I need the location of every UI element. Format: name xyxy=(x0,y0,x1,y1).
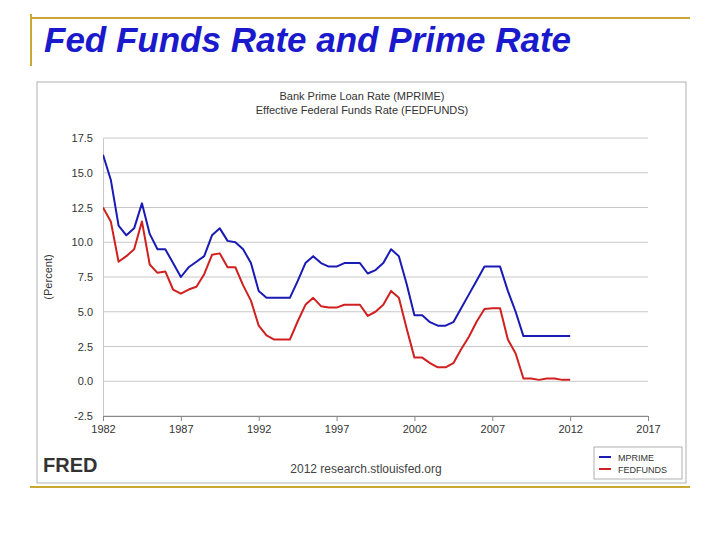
y-tick: 15.0 xyxy=(72,167,103,179)
series-line xyxy=(103,208,570,380)
grid-line xyxy=(103,277,648,278)
y-tick-label: 0.0 xyxy=(78,375,93,387)
x-tick-label: 1982 xyxy=(91,423,115,435)
slide-rule-top xyxy=(30,17,690,19)
y-tick: 7.5 xyxy=(78,271,103,283)
x-tick: 2012 xyxy=(558,416,582,435)
slide-rule-left xyxy=(30,14,32,66)
y-tick: 0.0 xyxy=(78,375,103,387)
x-axis-line xyxy=(104,416,649,417)
y-tick: 5.0 xyxy=(78,306,103,318)
x-tick-label: 1997 xyxy=(325,423,349,435)
grid-line xyxy=(103,346,648,347)
y-tick: 17.5 xyxy=(72,132,103,144)
y-tick-label: 12.5 xyxy=(72,202,93,214)
y-axis-title: (Percent) xyxy=(42,254,54,299)
legend-swatch xyxy=(599,468,611,470)
y-tick: -2.5 xyxy=(74,410,103,422)
x-tick-label: 2017 xyxy=(636,423,660,435)
x-tick-mark xyxy=(492,416,493,421)
y-tick: 12.5 xyxy=(72,202,103,214)
fred-logo: FRED xyxy=(43,454,97,476)
x-tick-mark xyxy=(570,416,571,421)
x-tick-mark xyxy=(259,416,260,421)
x-tick-mark xyxy=(181,416,182,421)
y-tick-label: -2.5 xyxy=(74,410,93,422)
y-tick-label: 15.0 xyxy=(72,167,93,179)
subtitle: Effective Federal Funds Rate (FEDFUNDS) xyxy=(256,104,469,116)
x-tick-label: 1987 xyxy=(169,423,193,435)
grid-line xyxy=(103,172,648,173)
y-tick-label: 7.5 xyxy=(78,271,93,283)
grid xyxy=(103,138,648,416)
subtitle: Bank Prime Loan Rate (MPRIME) xyxy=(279,90,444,102)
x-tick: 1992 xyxy=(247,416,271,435)
x-tick: 1982 xyxy=(91,416,115,435)
x-tick-label: 1992 xyxy=(247,423,271,435)
x-tick-mark xyxy=(648,416,649,421)
y-tick-label: 2.5 xyxy=(78,341,93,353)
y-tick-label: 10.0 xyxy=(72,236,93,248)
x-tick: 2007 xyxy=(481,416,505,435)
x-axis: 1982 1987 1992 1997 2002 2007 2012 2017 xyxy=(91,416,660,435)
slide: Fed Funds Rate and Prime Rate Bank Prime … xyxy=(0,0,720,540)
y-axis-line xyxy=(103,139,104,417)
grid-line xyxy=(103,242,648,243)
grid-line xyxy=(103,416,648,417)
x-tick: 2002 xyxy=(403,416,427,435)
legend-label: MPRIME xyxy=(618,453,654,463)
x-tick-mark xyxy=(103,416,104,421)
x-tick-label: 2007 xyxy=(481,423,505,435)
chart-frame xyxy=(37,82,686,483)
x-tick-mark xyxy=(414,416,415,421)
x-tick: 1997 xyxy=(325,416,349,435)
legend-swatch xyxy=(599,456,611,458)
grid-line xyxy=(103,207,648,208)
y-tick-label: 5.0 xyxy=(78,306,93,318)
x-tick-label: 2002 xyxy=(403,423,427,435)
y-axis: -2.5 0.0 2.5 5.0 7.5 10.0 12.5 15.0 17.5 xyxy=(72,132,104,422)
x-tick: 2017 xyxy=(636,416,660,435)
y-tick: 10.0 xyxy=(72,236,103,248)
grid-line xyxy=(103,381,648,382)
x-tick-mark xyxy=(337,416,338,421)
slide-rule-bottom xyxy=(30,486,690,488)
source-note: 2012 research.stlouisfed.org xyxy=(290,462,441,476)
title: Fed Funds Rate and Prime Rate xyxy=(44,20,571,59)
x-tick-label: 2012 xyxy=(558,423,582,435)
legend-box xyxy=(594,447,682,479)
y-tick-label: 17.5 xyxy=(72,132,93,144)
grid-line xyxy=(103,138,648,139)
y-tick: 2.5 xyxy=(78,341,103,353)
plot-marks xyxy=(103,155,570,380)
legend-label: FEDFUNDS xyxy=(618,465,667,475)
x-tick: 1987 xyxy=(169,416,193,435)
legend: MPRIME FEDFUNDS xyxy=(594,447,682,479)
